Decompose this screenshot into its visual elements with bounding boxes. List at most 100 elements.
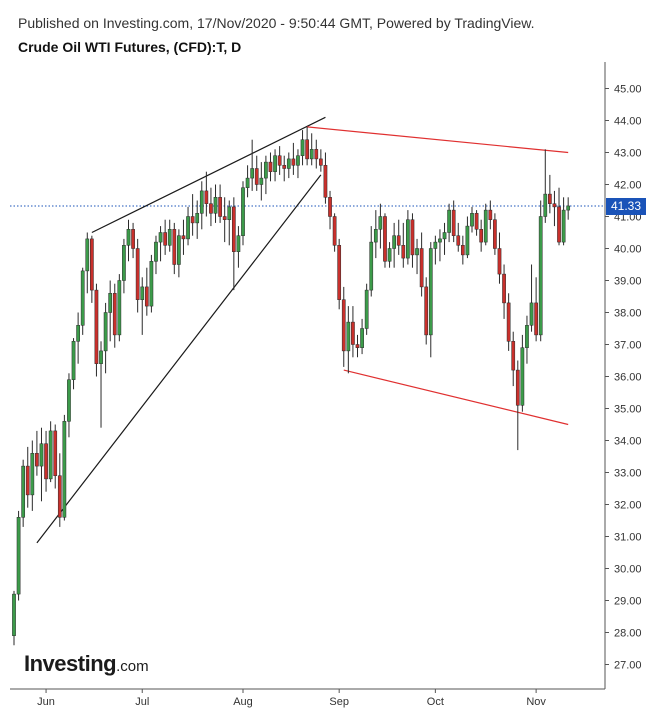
trendlines xyxy=(36,116,569,544)
candle-body xyxy=(428,248,433,336)
candle-body xyxy=(282,165,287,169)
x-tick-label: Oct xyxy=(427,696,444,708)
y-tick-label: 28.00 xyxy=(614,628,642,640)
candle-body xyxy=(433,241,438,249)
candle-body xyxy=(286,158,291,169)
candle-body xyxy=(360,328,364,348)
candle-body xyxy=(300,139,305,156)
trendline-channel-upper xyxy=(307,126,569,154)
trendline-channel-lower xyxy=(343,369,569,426)
candle-body xyxy=(135,248,140,300)
investing-logo[interactable]: Investing.com xyxy=(24,651,149,677)
candle-body xyxy=(351,321,355,345)
candle-body xyxy=(305,139,309,160)
candle-body xyxy=(369,241,374,291)
candle-body xyxy=(415,248,419,256)
candle-body xyxy=(131,229,135,249)
published-line: Published on Investing.com, 17/Nov/2020 … xyxy=(18,15,535,31)
candle-body xyxy=(259,177,264,185)
candle-body xyxy=(364,289,369,329)
candle-body xyxy=(158,232,163,243)
candle-body xyxy=(493,219,497,249)
candle-body xyxy=(296,155,300,166)
candle-body xyxy=(346,321,351,352)
trendline-wedge-lower xyxy=(36,174,322,544)
candle-body xyxy=(85,238,90,272)
candle-body xyxy=(71,341,76,380)
candle-body xyxy=(57,475,62,518)
candle-body xyxy=(543,193,548,217)
candle-body xyxy=(552,203,557,208)
candle-body xyxy=(383,216,387,262)
candle-body xyxy=(181,235,186,240)
y-tick-label: 35.00 xyxy=(614,404,642,416)
candle-body xyxy=(144,286,149,307)
candle-body xyxy=(502,273,506,304)
candle-body xyxy=(474,213,479,230)
candle-body xyxy=(561,209,566,243)
candle-body xyxy=(273,155,277,172)
y-tick-label: 34.00 xyxy=(614,436,642,448)
candle-body xyxy=(396,235,401,246)
candle-body xyxy=(566,205,571,211)
candle-body xyxy=(21,465,26,518)
last-price-label: 41.33 xyxy=(606,198,646,215)
candle-body xyxy=(90,238,94,291)
y-tick-label: 45.00 xyxy=(614,84,642,96)
candle-body xyxy=(163,232,167,246)
candle-body xyxy=(241,187,245,236)
y-tick-label: 42.00 xyxy=(614,180,642,192)
candle-body xyxy=(108,293,113,313)
y-tick-label: 38.00 xyxy=(614,308,642,320)
candle-body xyxy=(332,216,337,246)
candle-body xyxy=(117,280,122,336)
candle-body xyxy=(177,235,181,265)
candle-body xyxy=(309,149,314,160)
x-tick-label: Jun xyxy=(37,696,55,708)
candle-body xyxy=(44,443,48,480)
candle-body xyxy=(154,241,158,262)
candle-body xyxy=(442,232,447,240)
candle-body xyxy=(456,235,461,246)
x-tick-label: Aug xyxy=(233,696,253,708)
candle-body xyxy=(53,430,58,476)
y-tick-label: 39.00 xyxy=(614,276,642,288)
candle-body xyxy=(112,293,117,336)
candle-body xyxy=(245,177,250,188)
candle-body xyxy=(483,209,488,243)
candle-body xyxy=(190,216,195,224)
candle-body xyxy=(401,245,406,259)
candle-body xyxy=(39,443,44,467)
candle-body xyxy=(172,229,177,265)
candle-body xyxy=(323,165,328,198)
candle-body xyxy=(140,286,145,300)
candle-body xyxy=(277,155,282,166)
y-tick-label: 43.00 xyxy=(614,148,642,160)
candle-body xyxy=(149,261,154,307)
candles xyxy=(12,126,571,646)
candle-body xyxy=(25,465,30,496)
candle-body xyxy=(254,168,259,185)
y-tick-label: 29.00 xyxy=(614,596,642,608)
candle-body xyxy=(209,203,213,214)
candle-body xyxy=(328,197,332,217)
candle-body xyxy=(80,270,85,326)
candle-body xyxy=(222,216,227,220)
candle-body xyxy=(406,219,410,259)
candle-body xyxy=(16,517,21,595)
candle-body xyxy=(378,216,383,230)
candle-body xyxy=(314,149,319,160)
candle-body xyxy=(506,302,511,342)
y-tick-label: 31.00 xyxy=(614,532,642,544)
candle-body xyxy=(465,225,470,256)
candle-body xyxy=(438,238,442,243)
candle-body xyxy=(199,190,204,214)
candle-body xyxy=(319,158,323,166)
candle-body xyxy=(515,369,520,406)
candle-body xyxy=(94,289,99,364)
candle-body xyxy=(99,350,103,364)
y-tick-label: 32.00 xyxy=(614,500,642,512)
candle-body xyxy=(231,206,236,252)
candle-body xyxy=(30,453,35,496)
